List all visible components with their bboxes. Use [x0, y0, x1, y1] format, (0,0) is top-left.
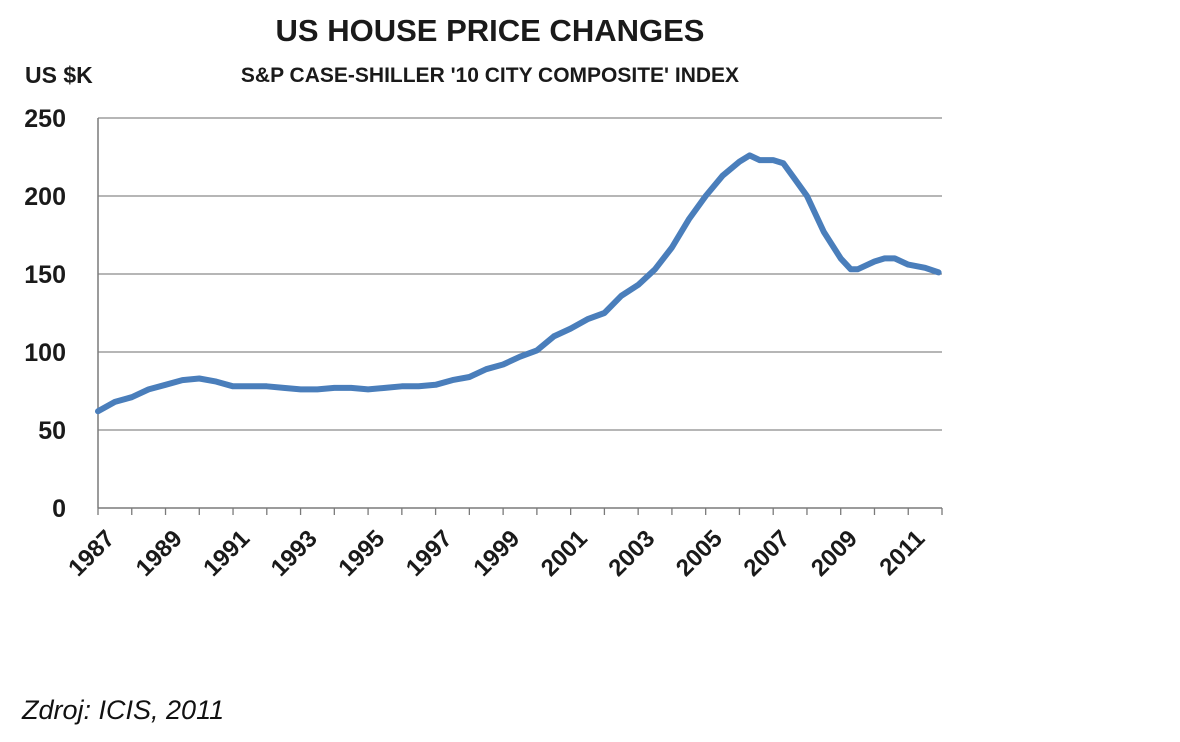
x-tick-label: 1997	[401, 525, 458, 582]
y-tick-label: 50	[38, 417, 66, 445]
x-tick-label: 1987	[63, 525, 120, 582]
x-tick-label: 2011	[874, 525, 930, 581]
y-tick-label: 150	[24, 261, 66, 289]
x-tick-label: 2001	[536, 525, 593, 582]
x-tick-label: 1993	[266, 525, 323, 582]
x-tick-label: 1989	[131, 525, 188, 582]
x-tick-label: 1999	[468, 525, 525, 582]
chart-subtitle: S&P CASE-SHILLER '10 CITY COMPOSITE' IND…	[241, 64, 739, 87]
source-note: Zdroj: ICIS, 2011	[22, 695, 225, 725]
y-tick-label: 200	[24, 183, 66, 211]
x-tick-label: 2005	[671, 525, 728, 582]
y-tick-label: 100	[24, 339, 66, 367]
x-tick-label: 2003	[603, 525, 660, 582]
y-tick-labels: 0 50 100 150 200 250	[24, 105, 66, 523]
x-tick-label: 1995	[333, 525, 390, 582]
y-tick-label: 0	[52, 495, 66, 523]
gridlines	[98, 117, 942, 431]
x-tick-label: 2009	[806, 525, 863, 582]
y-axis-label: US $K	[25, 62, 93, 88]
data-series	[95, 152, 942, 415]
chart-title: US HOUSE PRICE CHANGES	[276, 13, 705, 48]
x-tick-label: 2007	[738, 525, 795, 582]
axes	[97, 118, 943, 515]
x-tick-label: 1991	[198, 525, 255, 582]
x-tick-labels: 1987 1989 1991 1993 1995 1997 1999 2001 2003 2005…	[63, 525, 930, 582]
series-line	[95, 152, 942, 415]
y-tick-label: 250	[24, 105, 66, 133]
